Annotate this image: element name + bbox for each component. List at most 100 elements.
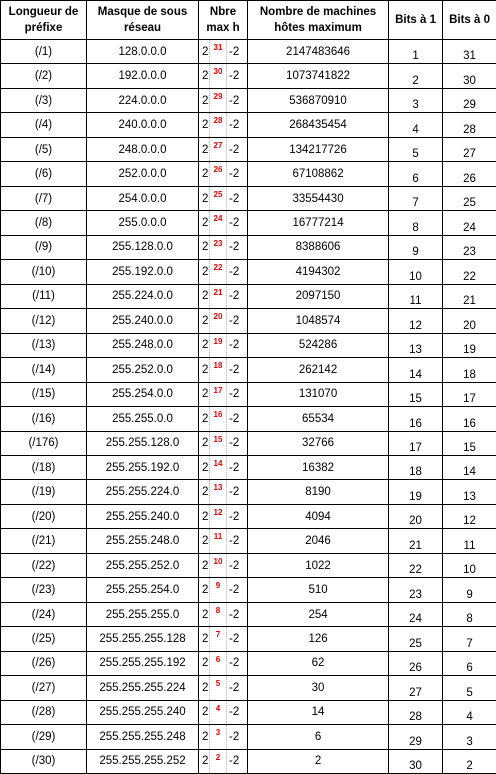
prefix-cell: (/23) — [1, 578, 87, 602]
prefix-cell: (/2) — [1, 64, 87, 88]
bits-one-cell: 28 — [389, 700, 443, 724]
exponent-cell: 30 — [210, 64, 227, 88]
prefix-cell: (/20) — [1, 504, 87, 528]
bits-zero-cell: 13 — [443, 480, 496, 504]
bits-one-cell: 20 — [389, 504, 443, 528]
exponent-cell: 18 — [210, 358, 227, 382]
hosts-cell: 254 — [248, 602, 389, 626]
hosts-cell: 131070 — [248, 382, 389, 406]
mask-cell: 255.255.254.0 — [87, 578, 199, 602]
header-prefix-length: Longueur de préfixe — [1, 1, 87, 40]
power-base-cell: 2 — [199, 358, 210, 382]
minus-two-cell: -2 — [227, 749, 248, 773]
mask-cell: 255.255.255.128 — [87, 627, 199, 651]
prefix-cell: (/27) — [1, 676, 87, 700]
bits-zero-cell: 29 — [443, 88, 496, 112]
prefix-cell: (/14) — [1, 358, 87, 382]
bits-one-cell: 1 — [389, 40, 443, 64]
bits-zero-cell: 30 — [443, 64, 496, 88]
bits-one-cell: 29 — [389, 725, 443, 749]
bits-one-cell: 25 — [389, 627, 443, 651]
power-base-cell: 2 — [199, 504, 210, 528]
bits-one-cell: 13 — [389, 333, 443, 357]
minus-two-cell: -2 — [227, 431, 248, 455]
bits-one-cell: 9 — [389, 235, 443, 259]
bits-zero-cell: 25 — [443, 186, 496, 210]
bits-zero-cell: 15 — [443, 431, 496, 455]
bits-one-cell: 26 — [389, 651, 443, 675]
mask-cell: 255.255.248.0 — [87, 529, 199, 553]
hosts-cell: 8190 — [248, 480, 389, 504]
prefix-cell: (/25) — [1, 627, 87, 651]
minus-two-cell: -2 — [227, 358, 248, 382]
minus-two-cell: -2 — [227, 627, 248, 651]
prefix-cell: (/7) — [1, 186, 87, 210]
power-base-cell: 2 — [199, 480, 210, 504]
power-base-cell: 2 — [199, 431, 210, 455]
bits-one-cell: 19 — [389, 480, 443, 504]
minus-two-cell: -2 — [227, 333, 248, 357]
power-base-cell: 2 — [199, 700, 210, 724]
minus-two-cell: -2 — [227, 113, 248, 137]
power-base-cell: 2 — [199, 284, 210, 308]
hosts-cell: 14 — [248, 700, 389, 724]
header-bits-zero: Bits à 0 — [443, 1, 496, 40]
minus-two-cell: -2 — [227, 578, 248, 602]
minus-two-cell: -2 — [227, 455, 248, 479]
bits-one-cell: 22 — [389, 553, 443, 577]
prefix-cell: (/24) — [1, 602, 87, 626]
mask-cell: 255.192.0.0 — [87, 260, 199, 284]
exponent-cell: 28 — [210, 113, 227, 137]
bits-zero-cell: 31 — [443, 40, 496, 64]
power-base-cell: 2 — [199, 578, 210, 602]
exponent-cell: 12 — [210, 504, 227, 528]
bits-one-cell: 3 — [389, 88, 443, 112]
power-base-cell: 2 — [199, 333, 210, 357]
prefix-cell: (/5) — [1, 137, 87, 161]
bits-zero-cell: 7 — [443, 627, 496, 651]
mask-cell: 255.255.255.248 — [87, 725, 199, 749]
bits-zero-cell: 18 — [443, 358, 496, 382]
mask-cell: 255.255.255.192 — [87, 651, 199, 675]
header-subnet-mask: Masque de sous réseau — [87, 1, 199, 40]
bits-one-cell: 6 — [389, 162, 443, 186]
minus-two-cell: -2 — [227, 88, 248, 112]
power-base-cell: 2 — [199, 113, 210, 137]
bits-one-cell: 15 — [389, 382, 443, 406]
hosts-cell: 32766 — [248, 431, 389, 455]
prefix-cell: (/8) — [1, 211, 87, 235]
power-base-cell: 2 — [199, 676, 210, 700]
exponent-cell: 2 — [210, 749, 227, 773]
mask-cell: 255.248.0.0 — [87, 333, 199, 357]
header-max-hosts: Nombre de machines hôtes maximum — [248, 1, 389, 40]
hosts-cell: 2 — [248, 749, 389, 773]
bits-zero-cell: 12 — [443, 504, 496, 528]
power-base-cell: 2 — [199, 211, 210, 235]
mask-cell: 255.224.0.0 — [87, 284, 199, 308]
prefix-cell: (/29) — [1, 725, 87, 749]
exponent-cell: 31 — [210, 40, 227, 64]
mask-cell: 255.255.0.0 — [87, 407, 199, 431]
bits-one-cell: 21 — [389, 529, 443, 553]
bits-zero-cell: 5 — [443, 676, 496, 700]
exponent-cell: 29 — [210, 88, 227, 112]
prefix-cell: (/11) — [1, 284, 87, 308]
mask-cell: 255.240.0.0 — [87, 309, 199, 333]
minus-two-cell: -2 — [227, 211, 248, 235]
bits-one-cell: 24 — [389, 602, 443, 626]
hosts-cell: 2046 — [248, 529, 389, 553]
